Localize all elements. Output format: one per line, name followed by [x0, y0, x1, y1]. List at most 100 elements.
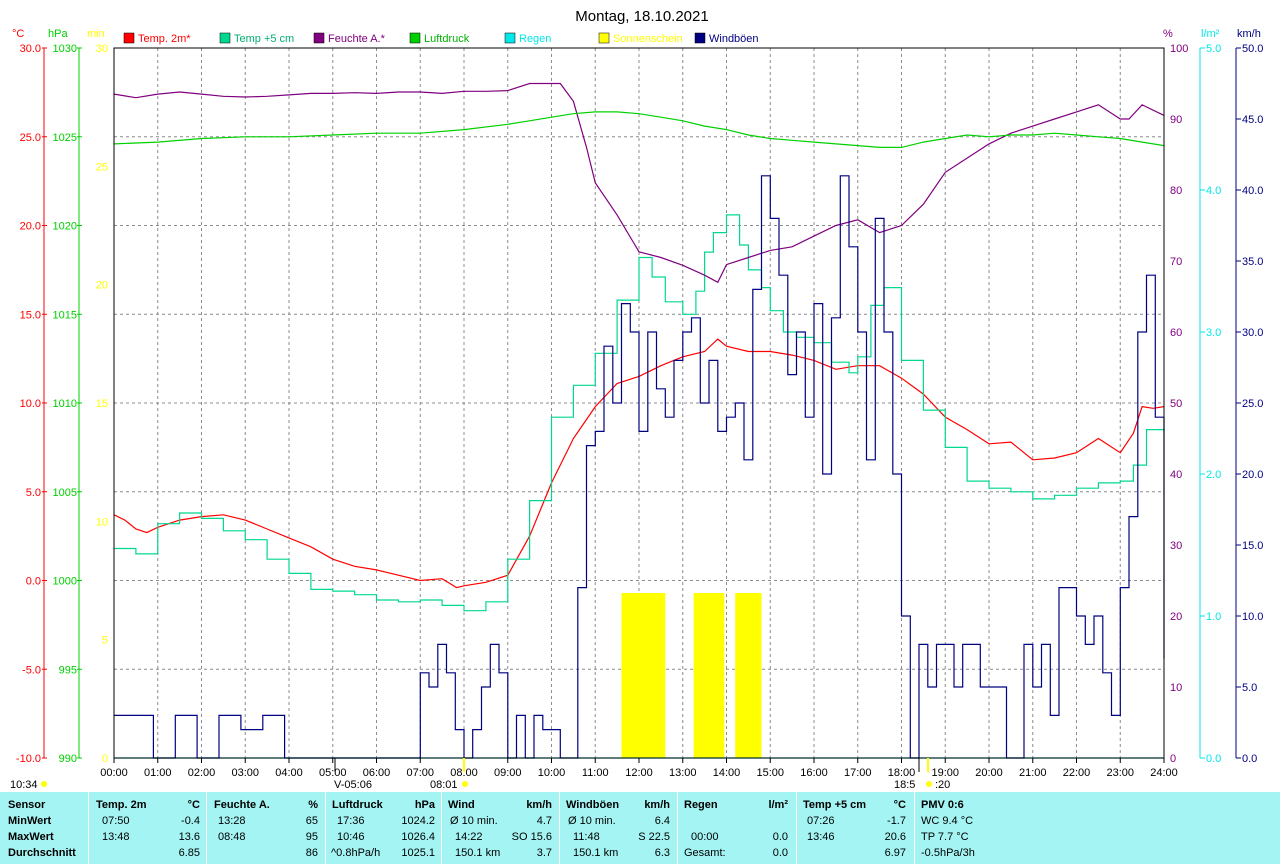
wind-tick-label: 0.0: [1242, 753, 1257, 765]
max-pressure-value: 1026.4: [401, 831, 435, 843]
pressure-tick-label: 1015: [53, 309, 77, 321]
rain-time: 00:00: [691, 831, 719, 843]
temp-tick-label: 10.0: [20, 398, 41, 410]
humidity-line: [113, 82, 1165, 284]
avg-temp5cm-value: 6.97: [884, 847, 906, 859]
legend-label: Sonnenschein: [613, 33, 683, 45]
wind-tick-label: 25.0: [1242, 398, 1263, 410]
sun-events: V-05:06 08:01 18:5 :20 10:34: [10, 758, 950, 791]
time-tick-label: 08:00: [450, 767, 478, 779]
header-wind: Wind: [448, 799, 475, 811]
legend-swatch: [598, 32, 610, 44]
min-pressure-value: 1024.2: [401, 815, 435, 827]
header-pressure: Luftdruck: [332, 799, 383, 811]
pmv-dewpoint: TP 7.7 °C: [921, 831, 969, 843]
humidity-tick-label: 70: [1170, 256, 1182, 268]
humidity-tick-label: 60: [1170, 327, 1182, 339]
wind-avg10-value: 4.7: [536, 815, 552, 827]
column-separator: [677, 792, 678, 864]
row-label-min: MinWert: [8, 815, 52, 827]
wind-run: 150.1 km: [455, 847, 501, 859]
temp-tick-label: 25.0: [20, 132, 41, 144]
header-temp-unit: °C: [187, 799, 200, 811]
pressure-line: [113, 111, 1165, 148]
max-temp-value: 13.6: [178, 831, 200, 843]
header-rain-unit: l/m²: [768, 799, 788, 811]
pmv-windchill: WC 9.4 °C: [921, 815, 974, 827]
pressure-tick-label: 1005: [53, 487, 77, 499]
time-tick-label: 04:00: [275, 767, 303, 779]
temp-tick-label: -5.0: [22, 664, 41, 676]
time-tick-label: 02:00: [188, 767, 216, 779]
avg-temp-value: 6.85: [178, 847, 200, 859]
humidity-tick-label: 30: [1170, 540, 1182, 552]
column-separator: [88, 792, 89, 864]
avg-pressure-value: 1025.1: [401, 847, 435, 859]
sunshine-unit: min: [87, 28, 105, 40]
humidity-tick-label: 80: [1170, 185, 1182, 197]
temp-tick-label: 5.0: [26, 487, 41, 499]
legend-swatch: [123, 32, 135, 44]
rain-tick-label: 3.0: [1206, 327, 1221, 339]
legend: Temp. 2m* Temp +5 cm Feuchte A.* Luftdruck R…: [123, 32, 759, 45]
max-temp-time: 13:48: [102, 831, 130, 843]
header-temp5cm: Temp +5 cm: [803, 799, 867, 811]
time-tick-label: 17:00: [844, 767, 872, 779]
avg-gust-value: 6.3: [654, 847, 670, 859]
sunshine-tick-label: 15: [96, 398, 108, 410]
legend-swatch: [219, 32, 231, 44]
rain-tick-label: 0.0: [1206, 753, 1221, 765]
wind-tick-label: 5.0: [1242, 682, 1257, 694]
sunshine-bar: [693, 593, 725, 758]
wind-gust-line: [114, 175, 1165, 759]
sunshine-tick-label: 30: [96, 43, 108, 55]
gust-avg10-value: 6.4: [654, 815, 670, 827]
header-gust-unit: km/h: [644, 799, 670, 811]
header-humidity-unit: %: [308, 799, 318, 811]
pressure-tick-label: 1020: [53, 221, 77, 233]
time-tick-label: 24:00: [1150, 767, 1178, 779]
time-tick-label: 21:00: [1019, 767, 1047, 779]
sunshine-tick-label: 10: [96, 516, 108, 528]
pressure-tick-label: 1000: [53, 576, 77, 588]
pressure-trend: ^0.8hPa/h: [331, 847, 381, 859]
time-tick-label: 11:00: [582, 767, 609, 779]
legend-label: Regen: [519, 33, 551, 45]
pressure-tick-label: 1025: [53, 132, 77, 144]
header-sensor: Sensor: [8, 799, 46, 811]
rain-tick-label: 1.0: [1206, 611, 1221, 623]
max-temp5cm-time: 13:46: [807, 831, 835, 843]
humidity-unit: %: [1163, 28, 1173, 40]
header-temp: Temp. 2m: [96, 799, 147, 811]
time-tick-label: 23:00: [1106, 767, 1134, 779]
sunshine-bar: [621, 593, 666, 758]
temp-tick-label: 0.0: [26, 576, 41, 588]
wind-tick-label: 15.0: [1242, 540, 1263, 552]
min-temp5cm-time: 07:26: [807, 815, 835, 827]
humidity-tick-label: 20: [1170, 611, 1182, 623]
min-humidity-time: 13:28: [218, 815, 246, 827]
legend-label: Temp +5 cm: [234, 33, 294, 45]
header-gust: Windböen: [566, 799, 620, 811]
statistics-table: Sensor Temp. 2m °C Feuchte A. % Luftdruc…: [0, 792, 1280, 864]
sunset-icon: [926, 781, 932, 787]
temp-tick-label: 20.0: [20, 221, 41, 233]
max-pressure-time: 10:46: [337, 831, 365, 843]
weather-chart: Montag, 18.10.2021 Temp. 2m* Temp +5 cm Fe…: [10, 8, 1264, 791]
sunshine-tick-label: 20: [96, 280, 108, 292]
avg-wind-value: 3.7: [536, 847, 552, 859]
sunshine-tick-label: 25: [96, 161, 108, 173]
time-tick-label: 15:00: [756, 767, 784, 779]
chart-title: Montag, 18.10.2021: [575, 8, 708, 25]
sunset-label: 18:5: [894, 779, 915, 791]
header-humidity: Feuchte A.: [214, 799, 270, 811]
time-tick-label: 07:00: [406, 767, 434, 779]
time-tick-label: 16:00: [800, 767, 828, 779]
column-separator: [441, 792, 442, 864]
pressure-tick-label: 995: [59, 664, 77, 676]
right-axes: % l/m² km/h10090807060504030201005.04.03.0…: [1163, 28, 1263, 765]
legend-swatch: [409, 32, 421, 44]
time-axis: 00:00 01:00 02:00 03:00 04:00 05:00 06:00 07:00…: [100, 758, 1178, 779]
rain-total-label: Gesamt:: [684, 847, 726, 859]
max-gust-value: S 22.5: [638, 831, 670, 843]
